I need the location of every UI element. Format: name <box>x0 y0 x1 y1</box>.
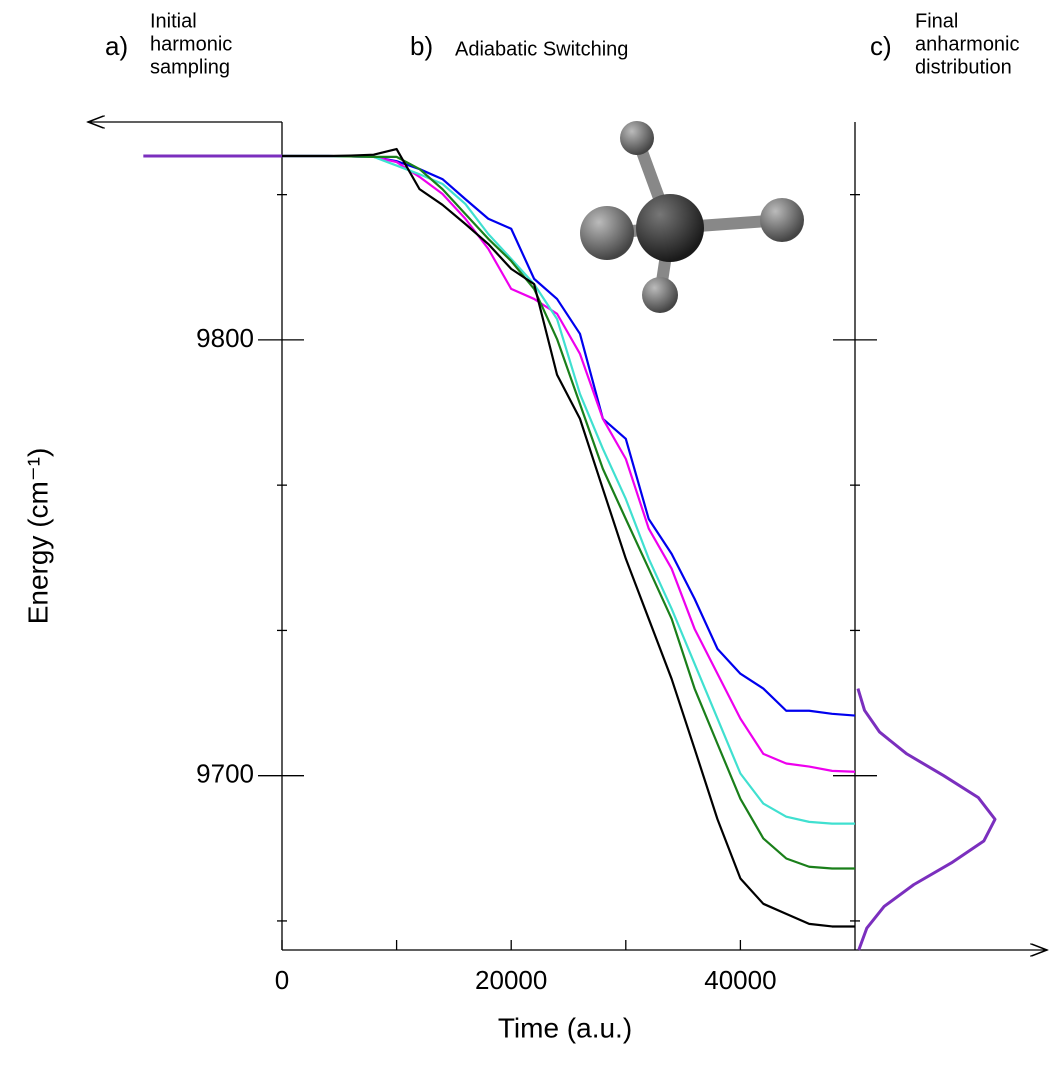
axes <box>88 122 1047 950</box>
panel-tag: a) <box>105 31 128 61</box>
panel-text: sampling <box>150 56 230 78</box>
panel-text: harmonic <box>150 33 232 55</box>
panel-text: Adiabatic Switching <box>455 38 628 60</box>
panel-text: anharmonic <box>915 33 1020 55</box>
x-axis-label: Time (a.u.) <box>498 1012 632 1043</box>
x-tick-label: 20000 <box>475 965 547 995</box>
x-tick-label: 0 <box>275 965 289 995</box>
molecule <box>580 121 804 313</box>
y-axis-label: Energy (cm⁻¹) <box>22 448 53 625</box>
series-line <box>282 154 856 773</box>
y-tick-label: 9800 <box>196 323 254 353</box>
panel-tag: c) <box>870 31 892 61</box>
series-line <box>282 154 855 825</box>
y-tick-label: 9700 <box>196 759 254 789</box>
panel-text: Initial <box>150 10 197 32</box>
series-line <box>282 147 855 928</box>
distribution-curve <box>856 688 997 951</box>
series-line <box>282 154 856 717</box>
x-tick-label: 40000 <box>704 965 776 995</box>
panel-text: Final <box>915 10 958 32</box>
series-line <box>282 154 855 870</box>
panel-tag: b) <box>410 31 433 61</box>
panel-text: distribution <box>915 56 1012 78</box>
